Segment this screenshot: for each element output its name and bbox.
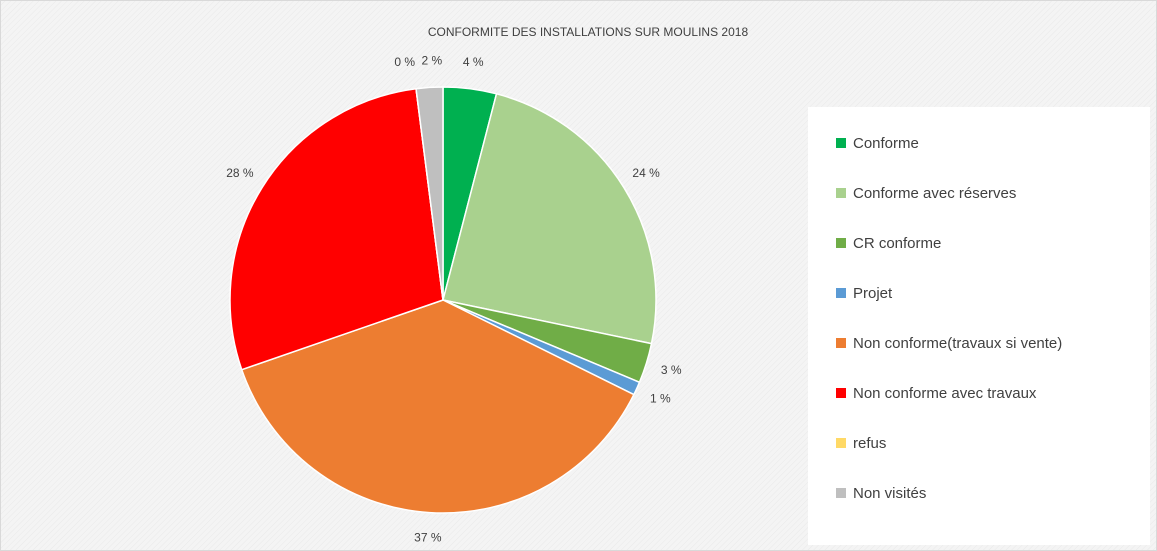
legend-label: CR conforme — [853, 235, 941, 252]
data-label: 0 % — [394, 55, 415, 69]
legend-label: Non visités — [853, 485, 926, 502]
legend-label: Conforme avec réserves — [853, 185, 1016, 202]
legend-swatch — [836, 388, 846, 398]
data-label: 37 % — [414, 531, 442, 545]
legend-label: Non conforme avec travaux — [853, 385, 1037, 402]
legend: Conforme Conforme avec réserves CR conform… — [836, 135, 1062, 502]
pie-slice — [442, 92, 657, 345]
legend-swatch — [836, 188, 846, 198]
pie-slice — [229, 87, 444, 371]
pie-slice — [415, 86, 444, 301]
legend-box — [808, 107, 1150, 545]
legend-label: Projet — [853, 285, 893, 302]
pie-slice — [240, 299, 635, 514]
data-label: 28 % — [226, 166, 254, 180]
data-label: 1 % — [650, 391, 671, 405]
data-label: 3 % — [661, 363, 682, 377]
data-label: 2 % — [421, 54, 442, 68]
legend-swatch — [836, 238, 846, 248]
legend-swatch — [836, 288, 846, 298]
chart-title: CONFORMITE DES INSTALLATIONS SUR MOULINS… — [428, 25, 749, 39]
legend-label: Non conforme(travaux si vente) — [853, 335, 1062, 352]
legend-swatch — [836, 438, 846, 448]
data-label: 24 % — [632, 166, 660, 180]
legend-swatch — [836, 488, 846, 498]
legend-swatch — [836, 338, 846, 348]
legend-swatch — [836, 138, 846, 148]
legend-label: Conforme — [853, 135, 919, 152]
legend-label: refus — [853, 435, 886, 452]
data-label: 4 % — [463, 55, 484, 69]
